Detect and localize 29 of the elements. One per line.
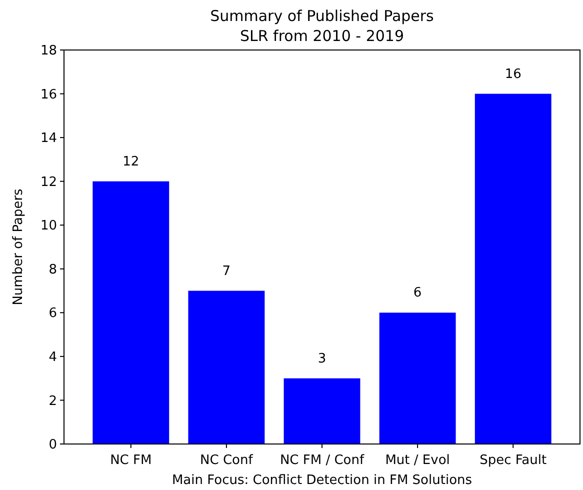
y-tick-label: 18 [40, 44, 57, 59]
bar [92, 181, 170, 444]
x-tick-label: NC Conf [200, 453, 254, 468]
y-tick-label: 0 [48, 438, 57, 453]
bar [284, 378, 360, 444]
data-label: 16 [504, 66, 522, 82]
x-axis-title: Main Focus: Conflict Detection in FM Solutions [172, 473, 472, 488]
y-tick-label: 6 [48, 306, 57, 322]
bar [474, 94, 552, 444]
bar [188, 290, 265, 444]
chart-title: Summary of Published Papers [210, 7, 434, 25]
y-tick-label: 10 [40, 218, 57, 234]
bar [379, 312, 456, 444]
y-tick-label: 2 [48, 394, 57, 409]
y-tick-label: 12 [40, 174, 57, 190]
y-tick-label: 4 [48, 350, 57, 365]
y-tick-label: 8 [48, 262, 57, 278]
y-axis-title: Number of Papers [11, 188, 26, 306]
data-label: 7 [222, 264, 231, 279]
x-tick-label: NC FM [110, 453, 152, 468]
y-tick-label: 16 [40, 87, 57, 102]
x-tick-label: NC FM / Conf [280, 453, 364, 468]
chart-subtitle: SLR from 2010 - 2019 [240, 27, 404, 45]
x-tick-label: Mut / Evol [385, 453, 450, 468]
data-label: 3 [318, 351, 326, 366]
y-tick-label: 14 [40, 131, 57, 146]
data-label: 12 [122, 154, 140, 170]
x-tick-label: Spec Fault [480, 453, 547, 468]
data-label: 6 [413, 286, 422, 301]
